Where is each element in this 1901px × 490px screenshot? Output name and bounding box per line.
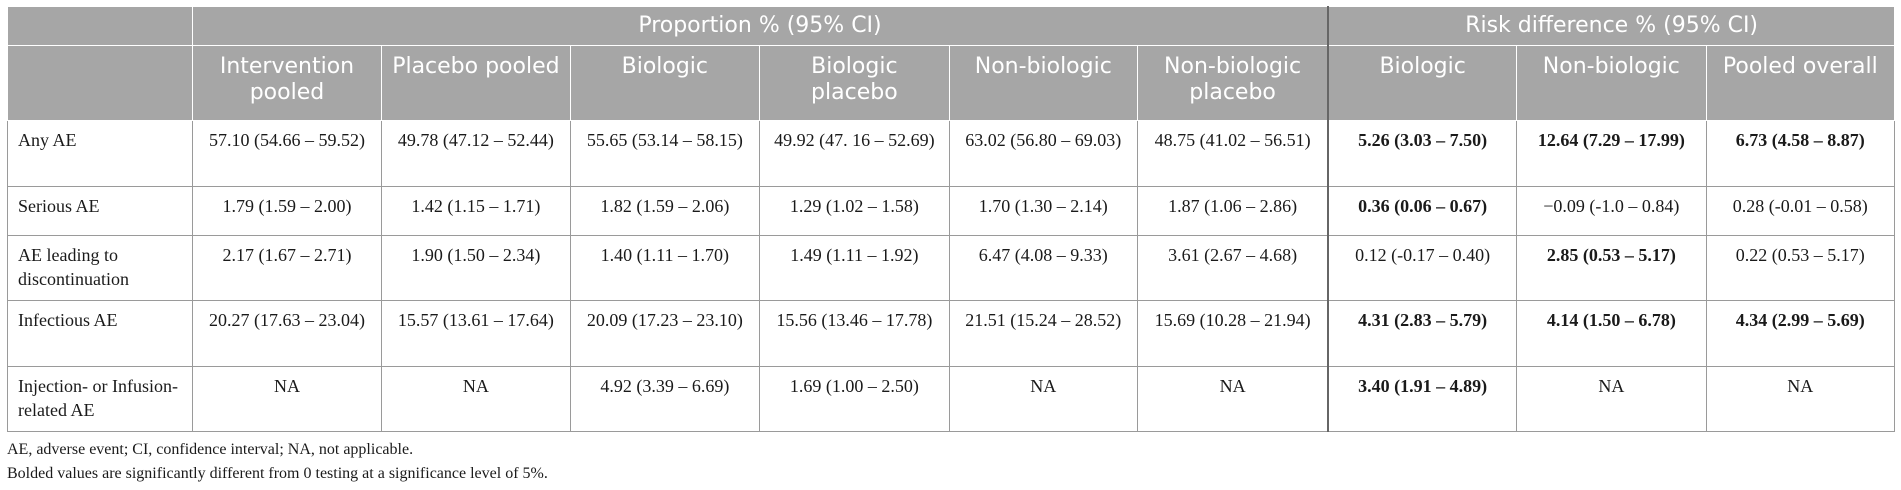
table-cell: NA bbox=[1136, 366, 1329, 432]
table-cell: 55.65 (53.14 – 58.15) bbox=[569, 119, 761, 188]
table-cell: 21.51 (15.24 – 28.52) bbox=[948, 299, 1138, 368]
table-cell: 1.42 (1.15 – 1.71) bbox=[381, 186, 571, 236]
column-header-rd-non-biologic: Non-biologic bbox=[1516, 45, 1707, 121]
table-cell: 3.40 (1.91 – 4.89) bbox=[1327, 366, 1518, 432]
table-cell: 3.61 (2.67 – 4.68) bbox=[1136, 234, 1329, 301]
table-cell: NA bbox=[1516, 366, 1707, 432]
table-cell: 15.56 (13.46 – 17.78) bbox=[759, 299, 950, 368]
table-cell: 1.79 (1.59 – 2.00) bbox=[191, 186, 383, 236]
table-footnotes: AE, adverse event; CI, confidence interv… bbox=[7, 438, 1895, 486]
table-cell: 1.29 (1.02 – 1.58) bbox=[759, 186, 950, 236]
header-group-row: Proportion % (95% CI) Risk difference % … bbox=[7, 6, 1896, 46]
table-cell: 1.87 (1.06 – 2.86) bbox=[1136, 186, 1329, 236]
table-cell: NA bbox=[381, 366, 571, 432]
column-header-non-biologic-placebo: Non-biologic placebo bbox=[1136, 45, 1329, 121]
table-cell: 12.64 (7.29 – 17.99) bbox=[1516, 119, 1707, 188]
table-cell: 63.02 (56.80 – 69.03) bbox=[948, 119, 1138, 188]
table-cell: 2.85 (0.53 – 5.17) bbox=[1516, 234, 1707, 301]
table-cell: 6.73 (4.58 – 8.87) bbox=[1705, 119, 1896, 188]
table-cell: 0.12 (-0.17 – 0.40) bbox=[1327, 234, 1518, 301]
table-cell: 20.27 (17.63 – 23.04) bbox=[191, 299, 383, 368]
table-cell: 0.22 (0.53 – 5.17) bbox=[1705, 234, 1896, 301]
column-header-intervention-pooled: Intervention pooled bbox=[191, 45, 383, 121]
footnote-abbreviations: AE, adverse event; CI, confidence interv… bbox=[7, 441, 414, 458]
row-label: Injection- or Infusion-related AE bbox=[7, 366, 193, 432]
table-cell: 15.57 (13.61 – 17.64) bbox=[381, 299, 571, 368]
table-row: AE leading to discontinuation 2.17 (1.67 … bbox=[7, 234, 1896, 301]
table-cell: 49.78 (47.12 – 52.44) bbox=[381, 119, 571, 188]
risk-difference-group-header: Risk difference % (95% CI) bbox=[1327, 6, 1896, 46]
table-cell: 15.69 (10.28 – 21.94) bbox=[1136, 299, 1329, 368]
header-column-row: Intervention pooled Placebo pooled Biolo… bbox=[7, 45, 1896, 121]
table-cell: 49.92 (47. 16 – 52.69) bbox=[759, 119, 950, 188]
header-corner-cell bbox=[7, 45, 193, 121]
column-header-biologic-placebo: Biologic placebo bbox=[759, 45, 950, 121]
adverse-events-table: Proportion % (95% CI) Risk difference % … bbox=[7, 6, 1896, 432]
table-cell: 1.40 (1.11 – 1.70) bbox=[569, 234, 761, 301]
column-header-biologic: Biologic bbox=[569, 45, 761, 121]
column-header-non-biologic: Non-biologic bbox=[948, 45, 1138, 121]
table-cell: 1.70 (1.30 – 2.14) bbox=[948, 186, 1138, 236]
row-label: Any AE bbox=[7, 119, 193, 188]
table-cell: NA bbox=[948, 366, 1138, 432]
proportion-group-header: Proportion % (95% CI) bbox=[191, 6, 1329, 46]
table-cell: 4.92 (3.39 – 6.69) bbox=[569, 366, 761, 432]
table-cell: NA bbox=[191, 366, 383, 432]
table-cell: 2.17 (1.67 – 2.71) bbox=[191, 234, 383, 301]
column-header-placebo-pooled: Placebo pooled bbox=[381, 45, 571, 121]
table-cell: 1.82 (1.59 – 2.06) bbox=[569, 186, 761, 236]
table-row: Infectious AE 20.27 (17.63 – 23.04) 15.57 … bbox=[7, 299, 1896, 368]
table-cell: 57.10 (54.66 – 59.52) bbox=[191, 119, 383, 188]
table-cell: 5.26 (3.03 – 7.50) bbox=[1327, 119, 1518, 188]
column-header-rd-biologic: Biologic bbox=[1327, 45, 1518, 121]
table-cell: 4.14 (1.50 – 6.78) bbox=[1516, 299, 1707, 368]
row-label: Serious AE bbox=[7, 186, 193, 236]
table-row: Injection- or Infusion-related AE NA NA 4.9… bbox=[7, 366, 1896, 432]
table-row: Serious AE 1.79 (1.59 – 2.00) 1.42 (1.15 –… bbox=[7, 186, 1896, 236]
header-corner-cell bbox=[7, 6, 193, 46]
table-body: Any AE 57.10 (54.66 – 59.52) 49.78 (47.12 … bbox=[7, 119, 1896, 432]
table-cell: 0.28 (-0.01 – 0.58) bbox=[1705, 186, 1896, 236]
table-cell: 0.36 (0.06 – 0.67) bbox=[1327, 186, 1518, 236]
table-cell: 4.31 (2.83 – 5.79) bbox=[1327, 299, 1518, 368]
table-cell: 1.90 (1.50 – 2.34) bbox=[381, 234, 571, 301]
footnote-significance: Bolded values are significantly differen… bbox=[7, 465, 548, 482]
table-row: Any AE 57.10 (54.66 – 59.52) 49.78 (47.12 … bbox=[7, 119, 1896, 188]
table-cell: 20.09 (17.23 – 23.10) bbox=[569, 299, 761, 368]
table-cell: 4.34 (2.99 – 5.69) bbox=[1705, 299, 1896, 368]
table-cell: −0.09 (-1.0 – 0.84) bbox=[1516, 186, 1707, 236]
column-header-rd-pooled-overall: Pooled overall bbox=[1705, 45, 1896, 121]
table-cell: 1.49 (1.11 – 1.92) bbox=[759, 234, 950, 301]
table-cell: 48.75 (41.02 – 56.51) bbox=[1136, 119, 1329, 188]
table-cell: NA bbox=[1705, 366, 1896, 432]
table-cell: 1.69 (1.00 – 2.50) bbox=[759, 366, 950, 432]
table-cell: 6.47 (4.08 – 9.33) bbox=[948, 234, 1138, 301]
row-label: AE leading to discontinuation bbox=[7, 234, 193, 301]
row-label: Infectious AE bbox=[7, 299, 193, 368]
